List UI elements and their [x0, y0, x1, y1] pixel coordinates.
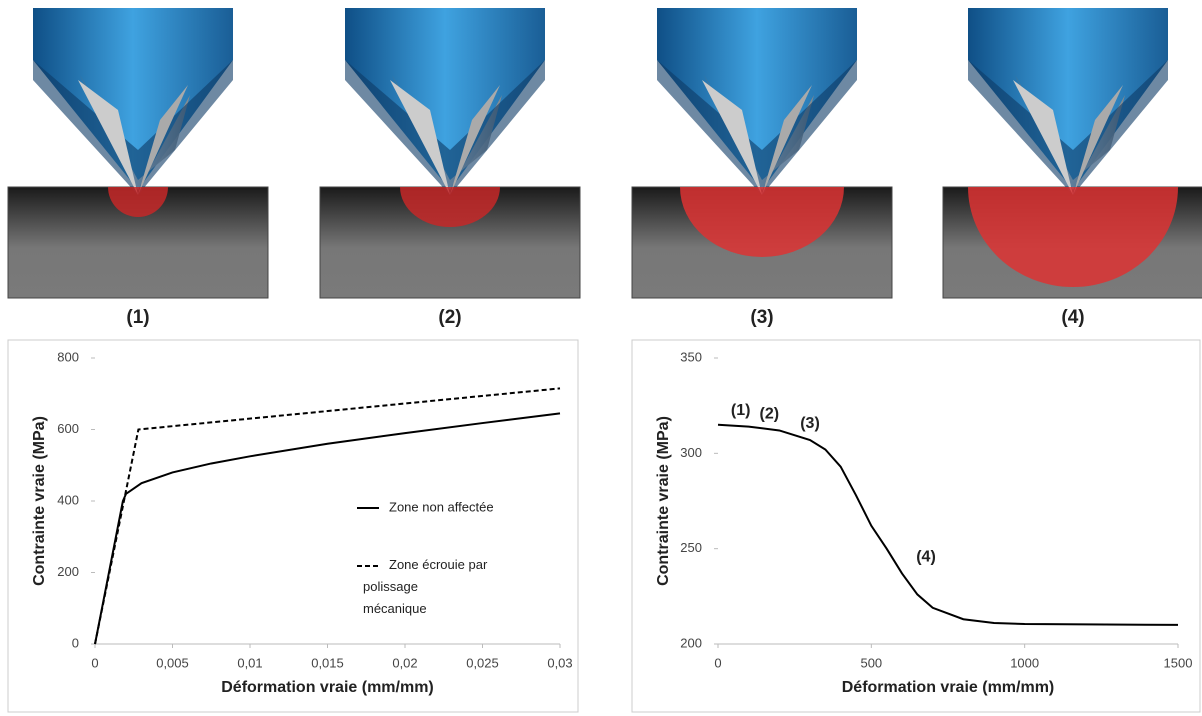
- x-tick-label: 1500: [1164, 655, 1193, 670]
- y-axis-label: Contrainte vraie (MPa): [655, 416, 672, 586]
- annotation: (1): [731, 402, 751, 419]
- x-axis-label: Déformation vraie (mm/mm): [221, 679, 434, 696]
- chart-frame: [7, 339, 579, 713]
- chart-frame: [631, 339, 1201, 713]
- panel-label: (3): [750, 307, 773, 328]
- annotation: (2): [760, 406, 780, 423]
- y-tick-label: 300: [680, 445, 702, 460]
- legend-label: Zone écrouie par polissage mécanique: [363, 557, 488, 616]
- x-tick-label: 0,01: [237, 655, 262, 670]
- x-tick-label: 0,015: [311, 655, 344, 670]
- x-tick-label: 0,02: [392, 655, 417, 670]
- y-tick-label: 200: [680, 635, 702, 650]
- legend-label: Zone non affectée: [389, 499, 494, 514]
- y-tick-label: 0: [72, 635, 79, 650]
- panel-label: (1): [126, 307, 149, 328]
- y-tick-label: 200: [57, 564, 79, 579]
- annotation: (3): [800, 415, 820, 432]
- annotation: (4): [916, 549, 936, 566]
- illustration-4: (4): [942, 7, 1202, 328]
- y-tick-label: 600: [57, 421, 79, 436]
- panel-label: (2): [438, 307, 461, 328]
- x-tick-label: 1000: [1010, 655, 1039, 670]
- illustration-1: (1): [7, 7, 269, 328]
- x-tick-label: 0,03: [547, 655, 572, 670]
- y-tick-label: 250: [680, 540, 702, 555]
- y-tick-label: 800: [57, 349, 79, 364]
- y-tick-label: 400: [57, 492, 79, 507]
- x-tick-label: 0: [714, 655, 721, 670]
- illustration-2: (2): [319, 7, 581, 328]
- panel-label: (4): [1061, 307, 1084, 328]
- x-tick-label: 0,025: [466, 655, 499, 670]
- x-tick-label: 0,005: [156, 655, 189, 670]
- series-line: [94, 387, 561, 645]
- illustration-3: (3): [631, 7, 893, 328]
- y-tick-label: 350: [680, 349, 702, 364]
- y-axis-label: Contrainte vraie (MPa): [31, 416, 48, 586]
- x-tick-label: 500: [860, 655, 882, 670]
- x-tick-label: 0: [91, 655, 98, 670]
- series-line: [717, 423, 1179, 626]
- x-axis-label: Déformation vraie (mm/mm): [842, 679, 1055, 696]
- series-line: [94, 412, 561, 645]
